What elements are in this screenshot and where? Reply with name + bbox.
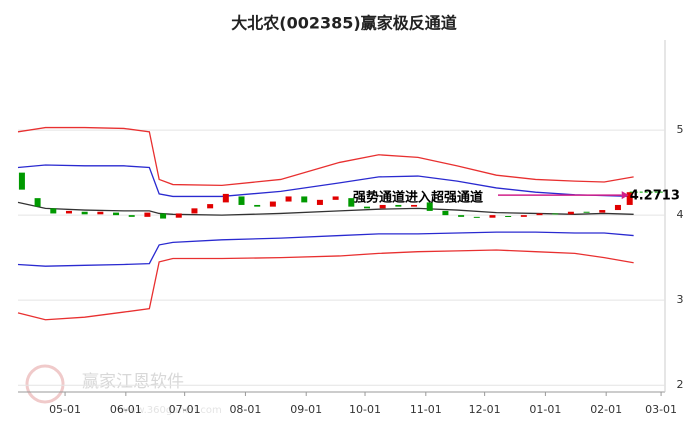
- candle: [552, 213, 559, 215]
- candle: [473, 216, 480, 218]
- candle: [222, 193, 229, 203]
- candle: [583, 211, 590, 213]
- y-tick-label: 2: [677, 378, 684, 391]
- chart-title: 大北农(002385)赢家极反通道: [231, 14, 456, 33]
- candle: [269, 201, 276, 207]
- x-tick-label: 12-01: [469, 403, 501, 416]
- candle: [348, 198, 355, 207]
- x-tick-label: 06-01: [110, 403, 142, 416]
- last-price-label: 4.2713: [630, 189, 680, 204]
- x-tick-label: 11-01: [410, 403, 442, 416]
- band-line: [17, 201, 634, 216]
- candle: [363, 206, 370, 209]
- candle: [599, 210, 606, 213]
- x-tick-label: 03-01: [645, 403, 677, 416]
- band-line: [17, 249, 634, 321]
- candle: [426, 202, 433, 211]
- x-tick-label: 01-01: [529, 403, 561, 416]
- candle: [301, 196, 308, 203]
- candle: [238, 196, 245, 205]
- x-tick-label: 09-01: [290, 403, 322, 416]
- candle: [379, 204, 386, 209]
- candle: [536, 213, 543, 216]
- candle: [81, 211, 88, 215]
- candle: [34, 198, 41, 207]
- candle: [442, 210, 449, 216]
- candle: [50, 208, 57, 214]
- candle: [567, 211, 574, 215]
- candle: [411, 204, 418, 207]
- x-tick-label: 05-01: [49, 403, 81, 416]
- candle: [207, 204, 214, 209]
- candle: [175, 213, 182, 218]
- candle: [520, 215, 527, 217]
- y-tick-label: 5: [677, 123, 684, 136]
- candle: [395, 204, 402, 207]
- band-line: [17, 126, 634, 187]
- candle: [489, 215, 496, 218]
- candle: [316, 199, 323, 205]
- candle: [18, 172, 25, 190]
- candle: [285, 196, 292, 202]
- candle: [505, 216, 512, 217]
- watermark: 赢家江恩软件: [82, 372, 184, 392]
- candle: [144, 212, 151, 217]
- band-line: [17, 164, 634, 198]
- candle: [254, 204, 261, 207]
- candle: [614, 204, 621, 211]
- candle: [332, 196, 339, 200]
- candle: [97, 211, 104, 215]
- candle: [113, 212, 120, 216]
- arrow-head: [621, 191, 629, 200]
- candle: [458, 215, 465, 217]
- candle: [626, 192, 633, 205]
- y-tick-label: 3: [677, 293, 684, 306]
- annotation: 强势通道进入超强通道: [353, 190, 483, 206]
- x-tick-label: 07-01: [169, 403, 201, 416]
- candle: [160, 213, 167, 219]
- candle: [191, 208, 198, 214]
- y-tick-label: 4: [677, 208, 684, 221]
- x-tick-label: 10-01: [349, 403, 381, 416]
- x-tick-label: 08-01: [229, 403, 261, 416]
- band-line: [17, 231, 634, 267]
- watermark-url: www.360ganen.com: [120, 405, 222, 416]
- candle: [65, 210, 72, 214]
- candle: [128, 215, 135, 217]
- watermark-logo: [25, 364, 65, 404]
- x-tick-label: 02-01: [590, 403, 622, 416]
